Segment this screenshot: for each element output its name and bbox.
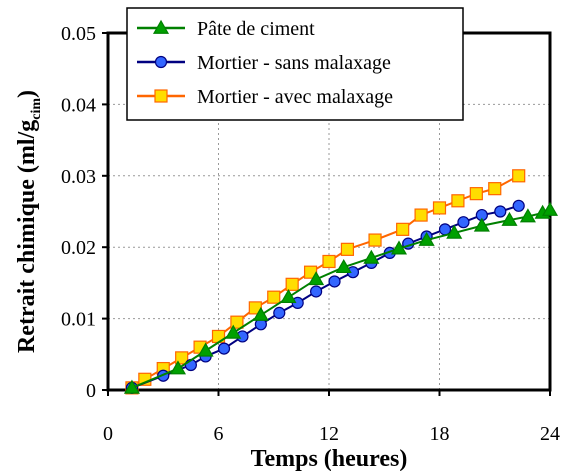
x-axis-title: Temps (heures) — [251, 446, 408, 471]
x-tick-label: 0 — [103, 423, 113, 445]
data-point — [501, 211, 518, 226]
data-point — [473, 217, 490, 232]
x-tick-label: 24 — [540, 423, 560, 445]
data-point — [519, 208, 536, 223]
data-point — [451, 194, 465, 208]
data-point — [512, 169, 526, 183]
data-point — [328, 275, 341, 288]
y-tick-label: 0.02 — [61, 237, 96, 259]
legend-box — [126, 7, 464, 121]
data-point — [123, 379, 140, 394]
legend-marker — [152, 19, 170, 34]
series-2 — [125, 169, 526, 395]
legend-item-0: Pâte de ciment — [137, 18, 315, 40]
data-point — [368, 233, 382, 247]
data-point — [285, 277, 299, 291]
x-tick-label: 6 — [214, 423, 224, 445]
data-point — [273, 306, 286, 319]
legend-item-1: Mortier - sans malaxage — [137, 52, 391, 74]
data-point — [322, 254, 336, 269]
y-axis-title-main: Retrait chimique (ml/g — [14, 120, 40, 353]
legend-marker — [154, 55, 168, 69]
x-tick-label: 12 — [319, 423, 339, 445]
data-point — [175, 351, 189, 365]
x-tick-label: 18 — [430, 423, 450, 445]
data-point — [267, 290, 281, 304]
series-1 — [125, 199, 525, 394]
legend-label: Mortier - sans malaxage — [197, 52, 391, 74]
data-point — [432, 201, 447, 215]
data-point — [308, 271, 325, 286]
data-point — [225, 324, 242, 339]
data-point — [396, 222, 410, 236]
legend-label: Mortier - avec malaxage — [197, 86, 393, 108]
data-point — [390, 240, 408, 255]
data-point — [197, 342, 214, 357]
data-point — [414, 208, 428, 222]
y-axis-title-close: ) — [14, 90, 40, 98]
data-point — [230, 315, 244, 329]
y-axis-title-sub: cim — [29, 98, 44, 120]
data-point — [446, 224, 463, 239]
data-point — [252, 306, 269, 321]
data-point — [310, 285, 323, 298]
data-point — [169, 360, 187, 375]
series-layer — [123, 169, 559, 395]
legend-marker — [154, 89, 168, 103]
y-tick-label: 0 — [86, 380, 96, 402]
data-point — [457, 216, 470, 229]
ticks: 0 6 12 18 24 0 0.01 0.02 0.03 0.04 0.05 — [61, 23, 560, 445]
legend: Pâte de ciment Mortier - sans malaxage Mor… — [126, 7, 464, 121]
y-tick-label: 0.05 — [61, 23, 96, 45]
legend-item-2: Mortier - avec malaxage — [137, 86, 393, 108]
data-point — [217, 342, 231, 355]
data-point — [512, 199, 525, 212]
y-axis-title: Retrait chimique (ml/gcim) — [14, 90, 44, 353]
legend-label: Pâte de ciment — [197, 18, 315, 40]
data-point — [340, 242, 355, 256]
data-point — [280, 288, 297, 304]
data-point — [335, 258, 352, 274]
data-point — [418, 231, 435, 246]
y-tick-label: 0.03 — [61, 166, 96, 188]
data-point — [488, 182, 502, 196]
data-point — [494, 205, 507, 218]
data-point — [363, 249, 380, 264]
series-0 — [123, 201, 559, 394]
y-tick-label: 0.04 — [61, 94, 96, 116]
series-line — [131, 174, 520, 389]
y-tick-label: 0.01 — [61, 309, 96, 331]
data-point — [541, 201, 559, 216]
data-point — [438, 223, 452, 236]
data-point — [469, 187, 483, 201]
